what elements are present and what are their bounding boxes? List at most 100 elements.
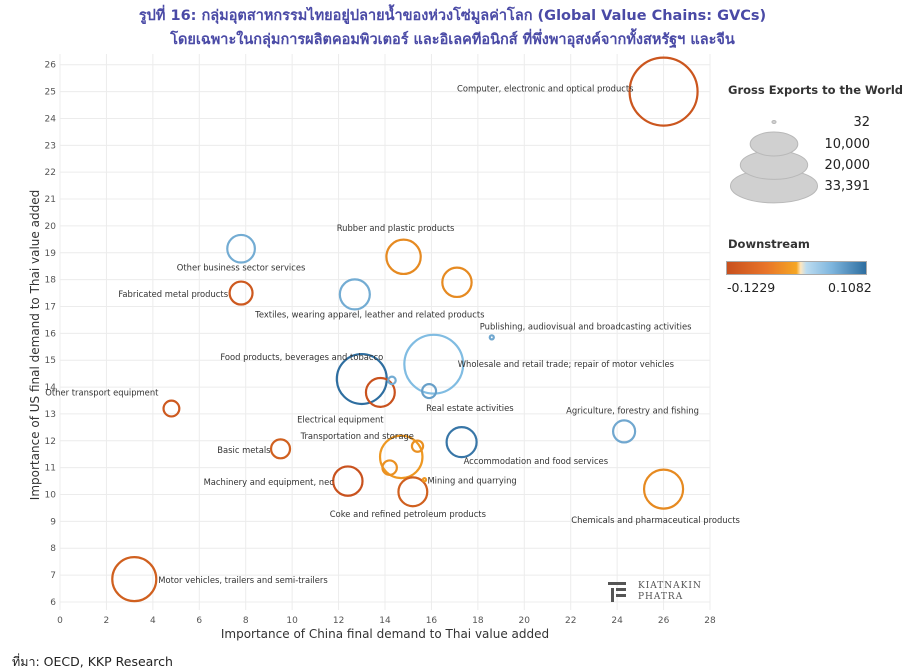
color-scale-max: 0.1082 [828, 280, 872, 295]
y-tick-label: 21 [45, 195, 56, 205]
y-tick-label: 17 [45, 302, 56, 312]
y-tick-label: 18 [45, 276, 57, 286]
data-bubble [403, 333, 465, 395]
data-bubble [421, 383, 438, 400]
kkp-logo: KIATNAKIN PHATRA [606, 580, 716, 606]
data-bubble [269, 438, 292, 460]
size-legend-value: 32 [853, 115, 870, 130]
x-tick-label: 16 [426, 616, 438, 626]
y-tick-label: 19 [45, 249, 57, 259]
data-bubble [387, 375, 397, 386]
y-tick-label: 9 [50, 517, 56, 527]
data-label: Transportation and storage [300, 431, 414, 441]
data-bubble [332, 465, 364, 497]
data-label: Rubber and plastic products [337, 223, 455, 233]
data-label: Agriculture, forestry and fishing [566, 405, 699, 415]
y-tick-label: 6 [50, 598, 56, 608]
size-legend-value: 33,391 [824, 179, 871, 194]
color-scale-min: -0.1229 [727, 280, 776, 295]
data-bubble [611, 419, 637, 444]
y-tick-label: 20 [45, 222, 57, 232]
data-label: Computer, electronic and optical product… [457, 84, 634, 94]
x-tick-label: 2 [104, 616, 110, 626]
x-tick-label: 22 [565, 616, 576, 626]
data-label: Coke and refined petroleum products [330, 509, 486, 519]
x-tick-label: 28 [704, 616, 716, 626]
x-tick-label: 8 [243, 616, 249, 626]
logo-text: PHATRA [638, 592, 684, 602]
x-tick-label: 18 [472, 616, 484, 626]
y-tick-label: 14 [45, 383, 57, 393]
data-label: Mining and quarrying [427, 476, 516, 486]
data-bubble [445, 426, 478, 459]
chart-title-line1: รูปที่ 16: กลุ่มอุตสาหกรรมไทยอยู่ปลายน้ำ… [138, 8, 767, 24]
y-axis-title: Importance of US final demand to Thai va… [28, 189, 42, 501]
data-label: Publishing, audiovisual and broadcasting… [480, 321, 692, 331]
x-tick-label: 4 [150, 616, 156, 626]
data-bubble [488, 334, 495, 341]
y-tick-label: 11 [45, 464, 56, 474]
size-legend-value: 10,000 [824, 137, 871, 152]
color-scale-bar [726, 261, 867, 275]
data-label: Wholesale and retail trade; repair of mo… [458, 359, 674, 369]
size-legend-bubble [749, 131, 799, 157]
x-tick-label: 0 [57, 616, 63, 626]
y-tick-label: 24 [45, 114, 57, 124]
logo-mark-icon [608, 582, 626, 602]
data-bubble [226, 233, 256, 264]
data-label: Chemicals and pharmaceutical products [571, 515, 740, 525]
data-label: Accommodation and food services [464, 456, 608, 466]
data-bubble [228, 280, 254, 306]
size-legend-title: Gross Exports to the World [728, 83, 904, 97]
data-label: Textiles, wearing apparel, leather and r… [254, 309, 484, 319]
data-label: Food products, beverages and tobacco [220, 352, 383, 362]
data-bubble [441, 266, 473, 299]
x-tick-label: 20 [519, 616, 531, 626]
logo-text: KIATNAKIN [638, 581, 702, 591]
size-legend-value: 20,000 [824, 158, 871, 173]
y-tick-label: 23 [45, 141, 56, 151]
data-label: Fabricated metal products [118, 289, 228, 299]
x-tick-label: 12 [333, 616, 344, 626]
data-bubble [162, 399, 181, 418]
x-tick-label: 6 [196, 616, 202, 626]
color-legend-title: Downstream [728, 237, 810, 251]
data-label: Basic metals [217, 445, 270, 455]
x-tick-label: 14 [379, 616, 391, 626]
y-tick-label: 22 [45, 168, 56, 178]
y-tick-label: 13 [45, 410, 56, 420]
data-bubble [378, 434, 424, 480]
data-bubble [385, 238, 422, 276]
data-bubble [410, 439, 425, 453]
data-bubble [111, 555, 158, 603]
data-bubble [381, 459, 398, 476]
x-tick-label: 10 [286, 616, 298, 626]
data-bubble [397, 476, 429, 508]
y-tick-label: 25 [45, 88, 56, 98]
x-tick-label: 26 [658, 616, 670, 626]
size-legend-bubble [771, 120, 777, 124]
data-bubble [338, 278, 371, 311]
data-label: Electrical equipment [297, 414, 384, 424]
data-bubble [628, 56, 699, 127]
y-tick-label: 15 [45, 356, 56, 366]
chart-title-line2: โดยเฉพาะในกลุ่มการผลิตคอมพิวเตอร์ และอิเ… [170, 32, 735, 48]
data-label: Real estate activities [426, 403, 514, 413]
data-label: Other transport equipment [45, 388, 159, 398]
y-tick-label: 26 [45, 61, 57, 71]
data-bubble [642, 468, 685, 510]
data-bubble [421, 477, 428, 483]
y-tick-label: 12 [45, 437, 56, 447]
data-label: Motor vehicles, trailers and semi-traile… [158, 575, 327, 585]
data-bubble [364, 376, 396, 408]
y-tick-label: 7 [50, 571, 56, 581]
x-axis-title: Importance of China final demand to Thai… [220, 627, 550, 641]
x-tick-label: 24 [611, 616, 623, 626]
y-tick-label: 8 [50, 544, 56, 554]
data-label: Machinery and equipment, nec [204, 477, 335, 487]
y-tick-label: 10 [45, 491, 57, 501]
y-tick-label: 16 [45, 329, 57, 339]
data-label: Other business sector services [177, 263, 306, 273]
source-note: ที่มา: OECD, KKP Research [12, 654, 173, 669]
